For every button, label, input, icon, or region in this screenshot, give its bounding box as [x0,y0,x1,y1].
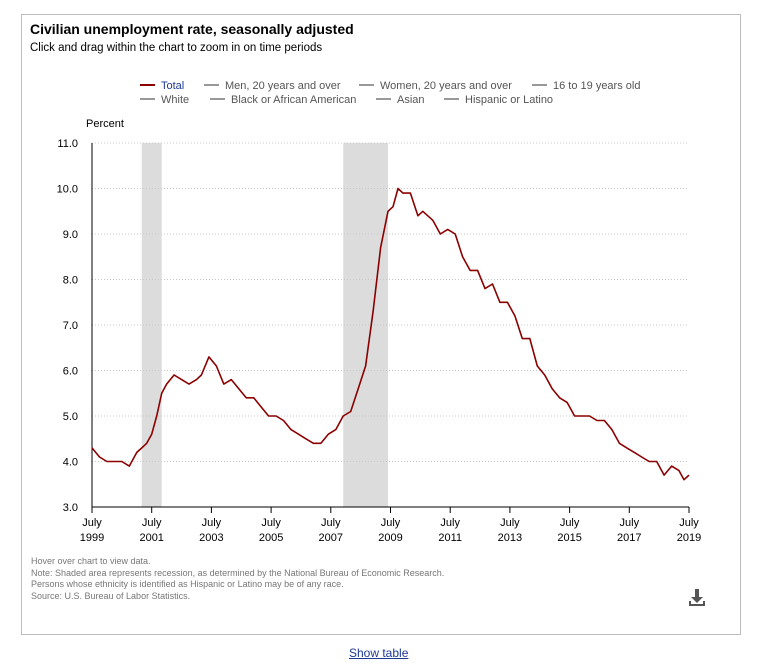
legend-item-women[interactable]: Women, 20 years and over [359,80,512,92]
x-tick-label-year: 2019 [677,532,701,544]
y-tick-label: 5.0 [63,411,78,423]
series-line-total[interactable] [91,187,690,481]
y-tick-label: 11.0 [57,138,78,150]
x-tick-label-month: July [440,517,460,529]
x-tick-label-month: July [142,517,162,529]
y-tick-label: 7.0 [63,320,78,332]
chart-title: Civilian unemployment rate, seasonally a… [30,21,354,37]
legend-label: Hispanic or Latino [465,94,554,106]
line-chart[interactable]: Percent 3.0 4.0 5.0 6.0 7.0 8.0 9.0 10.0 11.0 Ju… [0,0,762,560]
chart-subtitle: Click and drag within the chart to zoom … [30,42,323,54]
legend-item-men[interactable]: Men, 20 years and over [204,80,341,92]
x-tick-label-month: July [620,517,640,529]
x-tick-label-month: July [202,517,222,529]
x-tick-label-year: 2013 [498,532,522,544]
x-tick-label-year: 2017 [617,532,641,544]
note-line: Note: Shaded area represents recession, … [31,567,445,578]
x-tick-label-year: 2001 [139,532,163,544]
x-tick-label-year: 2009 [378,532,402,544]
x-tick-label-month: July [261,517,281,529]
y-tick-label: 3.0 [63,502,78,514]
legend-label: White [161,94,190,106]
legend-item-white[interactable]: White [140,94,189,106]
x-tick-label-year: 2007 [319,532,343,544]
legend-swatch-icon [204,84,219,87]
x-tick-label-month: July [500,517,520,529]
legend-label: Men, 20 years and over [225,80,341,92]
download-button[interactable] [686,587,708,609]
download-icon [689,589,705,606]
legend-item-hispanic[interactable]: Hispanic or Latino [444,94,553,106]
legend-label: Women, 20 years and over [380,80,512,92]
gridlines [91,142,689,508]
legend-swatch-icon [140,84,155,87]
legend-item-16-to-19[interactable]: 16 to 19 years old [532,80,640,92]
note-line: Source: U.S. Bureau of Labor Statistics. [31,590,191,601]
x-tick-label-year: 1999 [80,532,104,544]
x-tick-label-year: 2011 [438,532,462,544]
legend-label: Total [161,80,185,92]
y-axis-ticks: 3.0 4.0 5.0 6.0 7.0 8.0 9.0 10.0 11.0 [57,138,78,514]
legend-label: Asian [397,94,425,106]
x-tick-label-year: 2015 [557,532,581,544]
legend-swatch-icon [359,84,374,87]
legend-item-black[interactable]: Black or African American [210,94,356,106]
legend-swatch-icon [444,98,459,101]
legend-swatch-icon [140,98,155,101]
legend-swatch-icon [376,98,391,101]
y-axis-label: Percent [86,118,124,130]
x-tick-label-month: July [381,517,401,529]
y-tick-label: 10.0 [57,184,78,196]
legend-label: 16 to 19 years old [553,80,641,92]
chart-notes: Hover over chart to view data. Note: Sha… [31,556,444,602]
x-tick-label-year: 2003 [199,532,223,544]
legend-swatch-icon [532,84,547,87]
y-tick-label: 4.0 [63,457,78,469]
legend-label: Black or African American [231,94,357,106]
y-tick-label: 8.0 [63,275,78,287]
legend-item-asian[interactable]: Asian [376,94,425,106]
x-tick-label-year: 2005 [259,532,283,544]
series-group [91,187,690,481]
recession-shading [141,143,389,507]
note-line: Persons whose ethnicity is identified as… [31,579,344,589]
x-tick-label-month: July [679,517,699,529]
y-tick-label: 6.0 [63,366,78,378]
y-tick-label: 9.0 [63,229,78,241]
x-tick-label-month: July [560,517,580,529]
x-axis-ticks: July 1999 July 2001 July 2003 July 2005 July 2007… [80,507,701,544]
x-tick-label-month: July [82,517,102,529]
note-line: Hover over chart to view data. [31,556,151,566]
x-tick-label-month: July [321,517,341,529]
legend-item-total[interactable]: Total [140,80,184,92]
show-table-link[interactable]: Show table [349,646,409,660]
legend-swatch-icon [210,98,225,101]
